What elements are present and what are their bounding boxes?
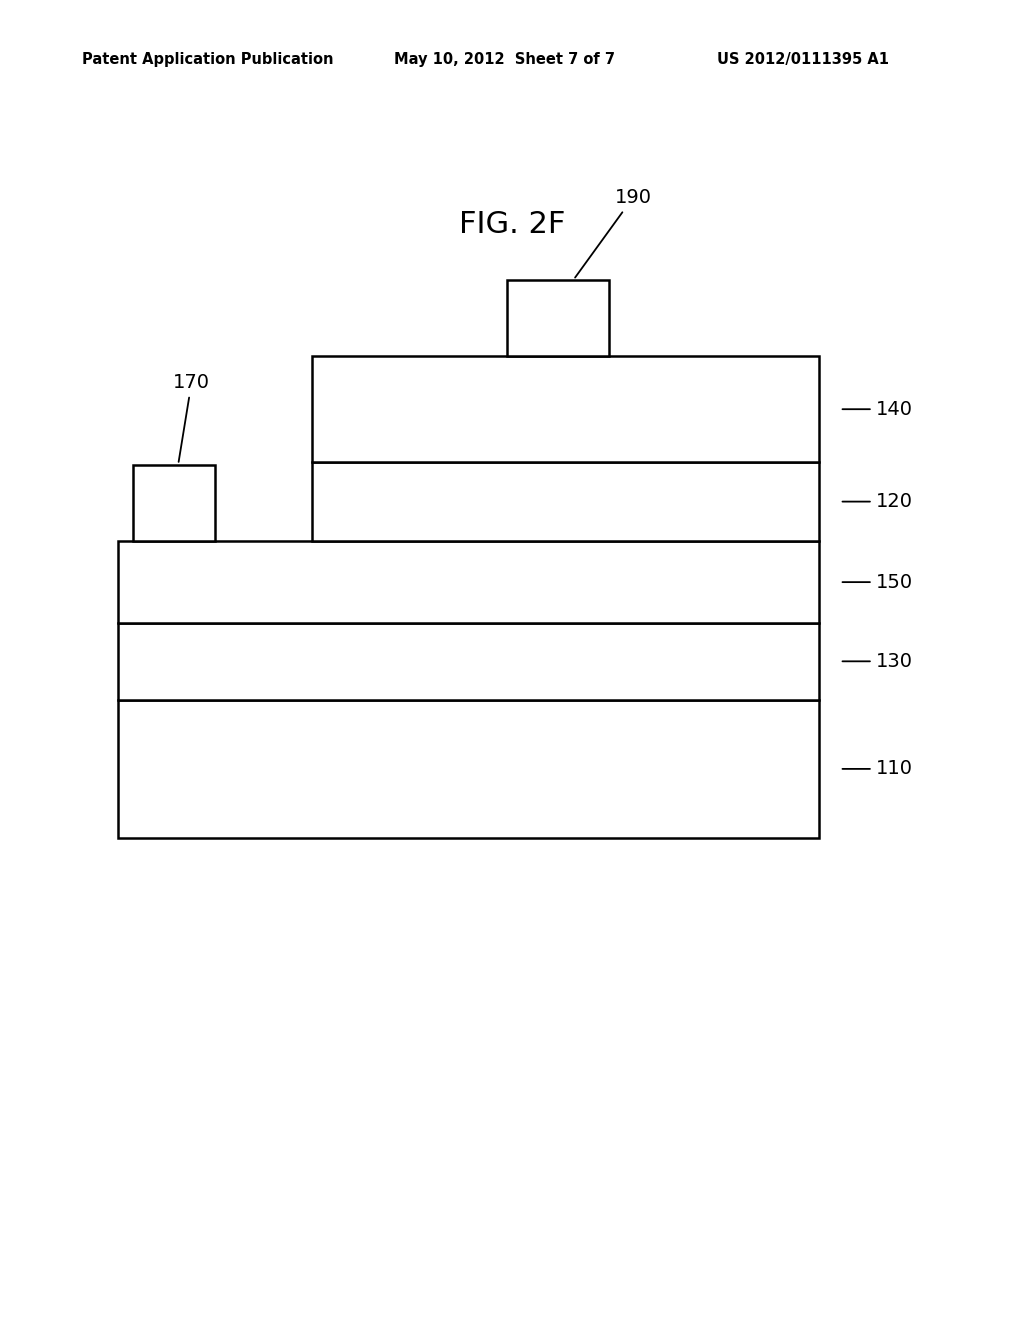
Text: 120: 120 xyxy=(843,492,912,511)
Bar xyxy=(312,356,819,462)
Text: FIG. 2F: FIG. 2F xyxy=(459,210,565,239)
Bar xyxy=(133,465,215,541)
Bar xyxy=(118,700,819,838)
Text: 170: 170 xyxy=(173,374,210,462)
Bar xyxy=(118,623,819,700)
Text: 190: 190 xyxy=(575,189,651,277)
Bar xyxy=(312,462,819,541)
Bar xyxy=(507,280,609,356)
Text: 150: 150 xyxy=(843,573,912,591)
Text: May 10, 2012  Sheet 7 of 7: May 10, 2012 Sheet 7 of 7 xyxy=(394,51,615,67)
Text: 110: 110 xyxy=(843,759,912,779)
Bar xyxy=(118,541,819,623)
Text: Patent Application Publication: Patent Application Publication xyxy=(82,51,334,67)
Text: US 2012/0111395 A1: US 2012/0111395 A1 xyxy=(717,51,889,67)
Text: 130: 130 xyxy=(843,652,912,671)
Text: 140: 140 xyxy=(843,400,912,418)
